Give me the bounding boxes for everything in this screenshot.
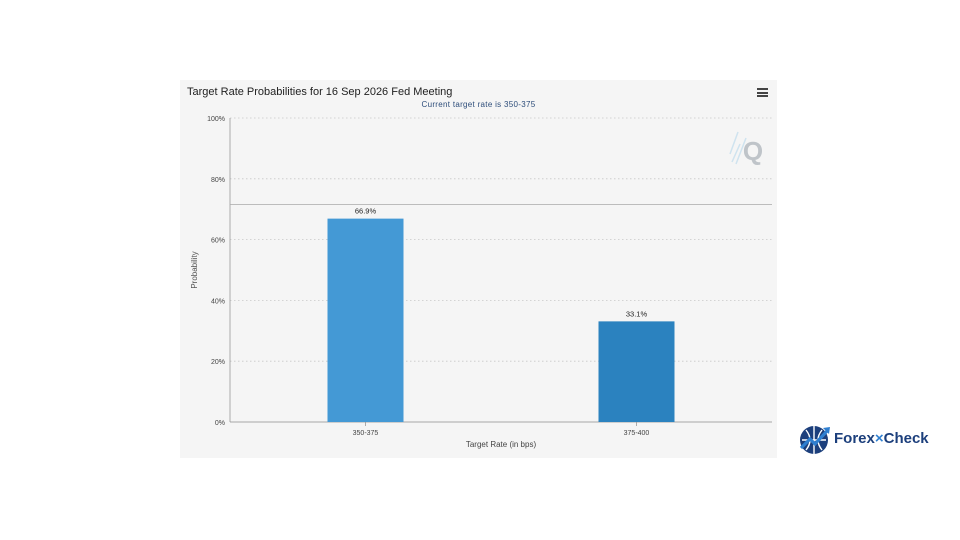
chart-subtitle: Current target rate is 350-375 [421, 100, 536, 109]
logo-text-check: Check [883, 430, 929, 447]
x-tick-label: 375-400 [624, 430, 650, 437]
y-tick-label: 40% [211, 298, 225, 305]
y-tick-label: 60% [211, 238, 225, 245]
data-label: 33.1% [626, 309, 648, 318]
chart-plot: 0% 20% 40% 60% 80% 100% 66.9% 350-375 33.1% 375-4… [190, 116, 772, 449]
chart-panel: 0% 20% 40% 60% 80% 100% 66.9% 350-375 33.1% 375-4… [180, 80, 777, 458]
watermark-lines [729, 131, 747, 165]
y-axis-title: Probability [190, 251, 199, 288]
y-tick-label: 100% [207, 116, 225, 123]
watermark-q-icon: Q [743, 136, 763, 166]
forexcheck-logo: Forex×Check [798, 422, 929, 456]
chart-title: Target Rate Probabilities for 16 Sep 202… [187, 86, 453, 98]
x-tick-label: 350-375 [353, 430, 379, 437]
data-label: 66.9% [355, 207, 377, 216]
bar [327, 218, 404, 422]
x-axis-title: Target Rate (in bps) [466, 440, 537, 449]
globe-chart-icon [799, 426, 830, 454]
y-tick-label: 80% [211, 177, 225, 184]
logo-text-forex: Forex [834, 430, 875, 447]
y-tick-label: 20% [211, 359, 225, 366]
y-tick-label: 0% [215, 420, 225, 427]
hamburger-menu-icon[interactable] [757, 88, 768, 97]
bar [598, 321, 675, 422]
